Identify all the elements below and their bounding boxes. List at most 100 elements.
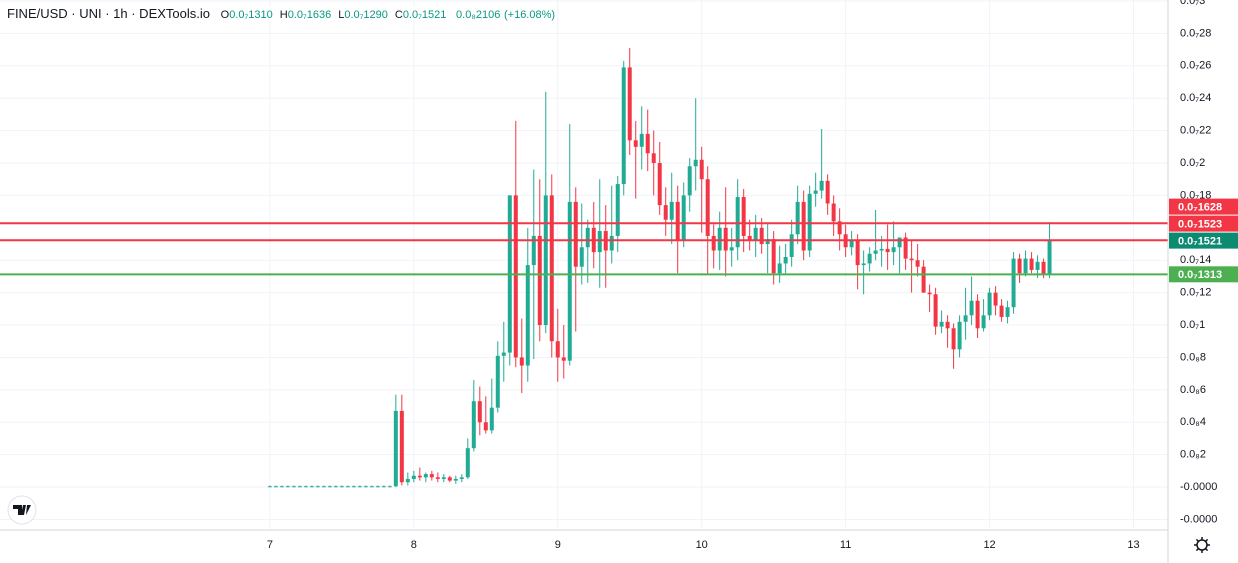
candle-body xyxy=(471,401,476,449)
candle-body xyxy=(411,475,416,479)
axes: 0.0₇30.0₇280.0₇260.0₇240.0₇220.0₇20.0₇18… xyxy=(267,0,1238,551)
candle-body xyxy=(831,203,836,222)
candle-body xyxy=(375,486,380,488)
candle-body xyxy=(327,486,332,488)
candle-body xyxy=(321,486,326,488)
candle-body xyxy=(363,486,368,488)
ohlc-key: O xyxy=(220,9,230,21)
candle-body xyxy=(801,201,806,251)
x-tick-label: 9 xyxy=(555,539,561,551)
candle-body xyxy=(933,294,938,327)
ohlc-value: 0.0₇1290 xyxy=(344,9,388,21)
price-label: 0.0₇1628 xyxy=(1178,202,1222,214)
ohlc-key: L xyxy=(338,9,345,21)
price-lines xyxy=(0,222,1168,276)
candle-body xyxy=(339,486,344,488)
x-tick-label: 13 xyxy=(1127,539,1139,551)
candle-body xyxy=(573,201,578,267)
candle-body xyxy=(405,478,410,483)
candle-body xyxy=(891,247,896,253)
y-tick-label: -0.0000 xyxy=(1180,481,1217,493)
candle-body xyxy=(387,486,392,488)
ohlc-value: 0.0₇1310 xyxy=(229,9,273,21)
candle-body xyxy=(465,448,470,478)
candle-body xyxy=(273,486,278,488)
candle-body xyxy=(735,197,740,248)
candle-body xyxy=(795,201,800,235)
candle-body xyxy=(921,266,926,293)
candle-body xyxy=(315,486,320,488)
candle-body xyxy=(945,321,950,329)
y-tick-label: 0.0₇28 xyxy=(1180,27,1211,39)
candle-body xyxy=(291,486,296,488)
candle-body xyxy=(1023,258,1028,274)
candle-body xyxy=(297,486,302,488)
candle-body xyxy=(975,300,980,329)
candle-body xyxy=(621,67,626,185)
candle-body xyxy=(897,237,902,248)
candle-body xyxy=(903,237,908,259)
candle-body xyxy=(687,166,692,196)
candle-body xyxy=(447,477,452,481)
y-tick-label: 0.0₇14 xyxy=(1180,254,1211,266)
candle-body xyxy=(531,235,536,266)
candle-body xyxy=(951,328,956,350)
price-label-box xyxy=(1169,198,1238,215)
candle-body xyxy=(399,410,404,483)
price-label: 0.0₇1313 xyxy=(1178,269,1222,281)
candle-body xyxy=(615,184,620,236)
y-tick-label: 0.0₇2 xyxy=(1180,157,1205,169)
settings-icon[interactable] xyxy=(1194,537,1210,553)
candle-body xyxy=(441,477,446,479)
price-label-box xyxy=(1169,266,1238,283)
price-label: 0.0₇1523 xyxy=(1178,219,1222,231)
candle-body xyxy=(705,179,710,236)
candle-body xyxy=(639,133,644,147)
candle-body xyxy=(987,292,992,316)
candle-body xyxy=(429,474,434,478)
y-tick-label: 0.0₈6 xyxy=(1180,384,1206,396)
candle-body xyxy=(645,133,650,154)
candle-body xyxy=(279,486,284,488)
candle-body xyxy=(915,260,920,267)
candle-body xyxy=(651,153,656,164)
candle-body xyxy=(879,248,884,251)
tv-logo[interactable] xyxy=(7,495,37,525)
candle-body xyxy=(693,159,698,167)
x-tick-label: 10 xyxy=(696,539,708,551)
candle-body xyxy=(501,352,506,356)
candle-body xyxy=(771,239,776,274)
candle-body xyxy=(537,235,542,326)
candle-body xyxy=(699,159,704,180)
candle-body xyxy=(483,422,488,431)
y-tick-label: 0.0₈4 xyxy=(1180,416,1206,428)
candle-body xyxy=(633,140,638,147)
candle-body xyxy=(345,486,350,488)
x-tick-label: 7 xyxy=(267,539,273,551)
price-label-box xyxy=(1169,215,1238,232)
candle-body xyxy=(873,250,878,254)
candle-body xyxy=(813,190,818,194)
candle-body xyxy=(957,321,962,350)
candle-body xyxy=(807,193,812,251)
candle-body xyxy=(369,486,374,488)
candle-body xyxy=(609,235,614,251)
change-value: 0.0₈2106 xyxy=(456,9,501,21)
y-tick-label: 0.0₇24 xyxy=(1180,92,1211,104)
candle-body xyxy=(765,239,770,245)
candle-body xyxy=(861,263,866,266)
candle-body xyxy=(453,478,458,481)
candle-body xyxy=(555,341,560,358)
x-tick-label: 11 xyxy=(840,539,851,551)
candle-body xyxy=(783,256,788,264)
candle-body xyxy=(969,300,974,316)
y-tick-label: 0.0₇1 xyxy=(1180,319,1205,331)
y-tick-label: 0.0₇18 xyxy=(1180,189,1211,201)
x-tick-label: 12 xyxy=(983,539,995,551)
candle-body xyxy=(909,258,914,261)
candle-body xyxy=(1029,258,1034,270)
candle-body xyxy=(585,227,590,248)
candle-body xyxy=(723,227,728,251)
